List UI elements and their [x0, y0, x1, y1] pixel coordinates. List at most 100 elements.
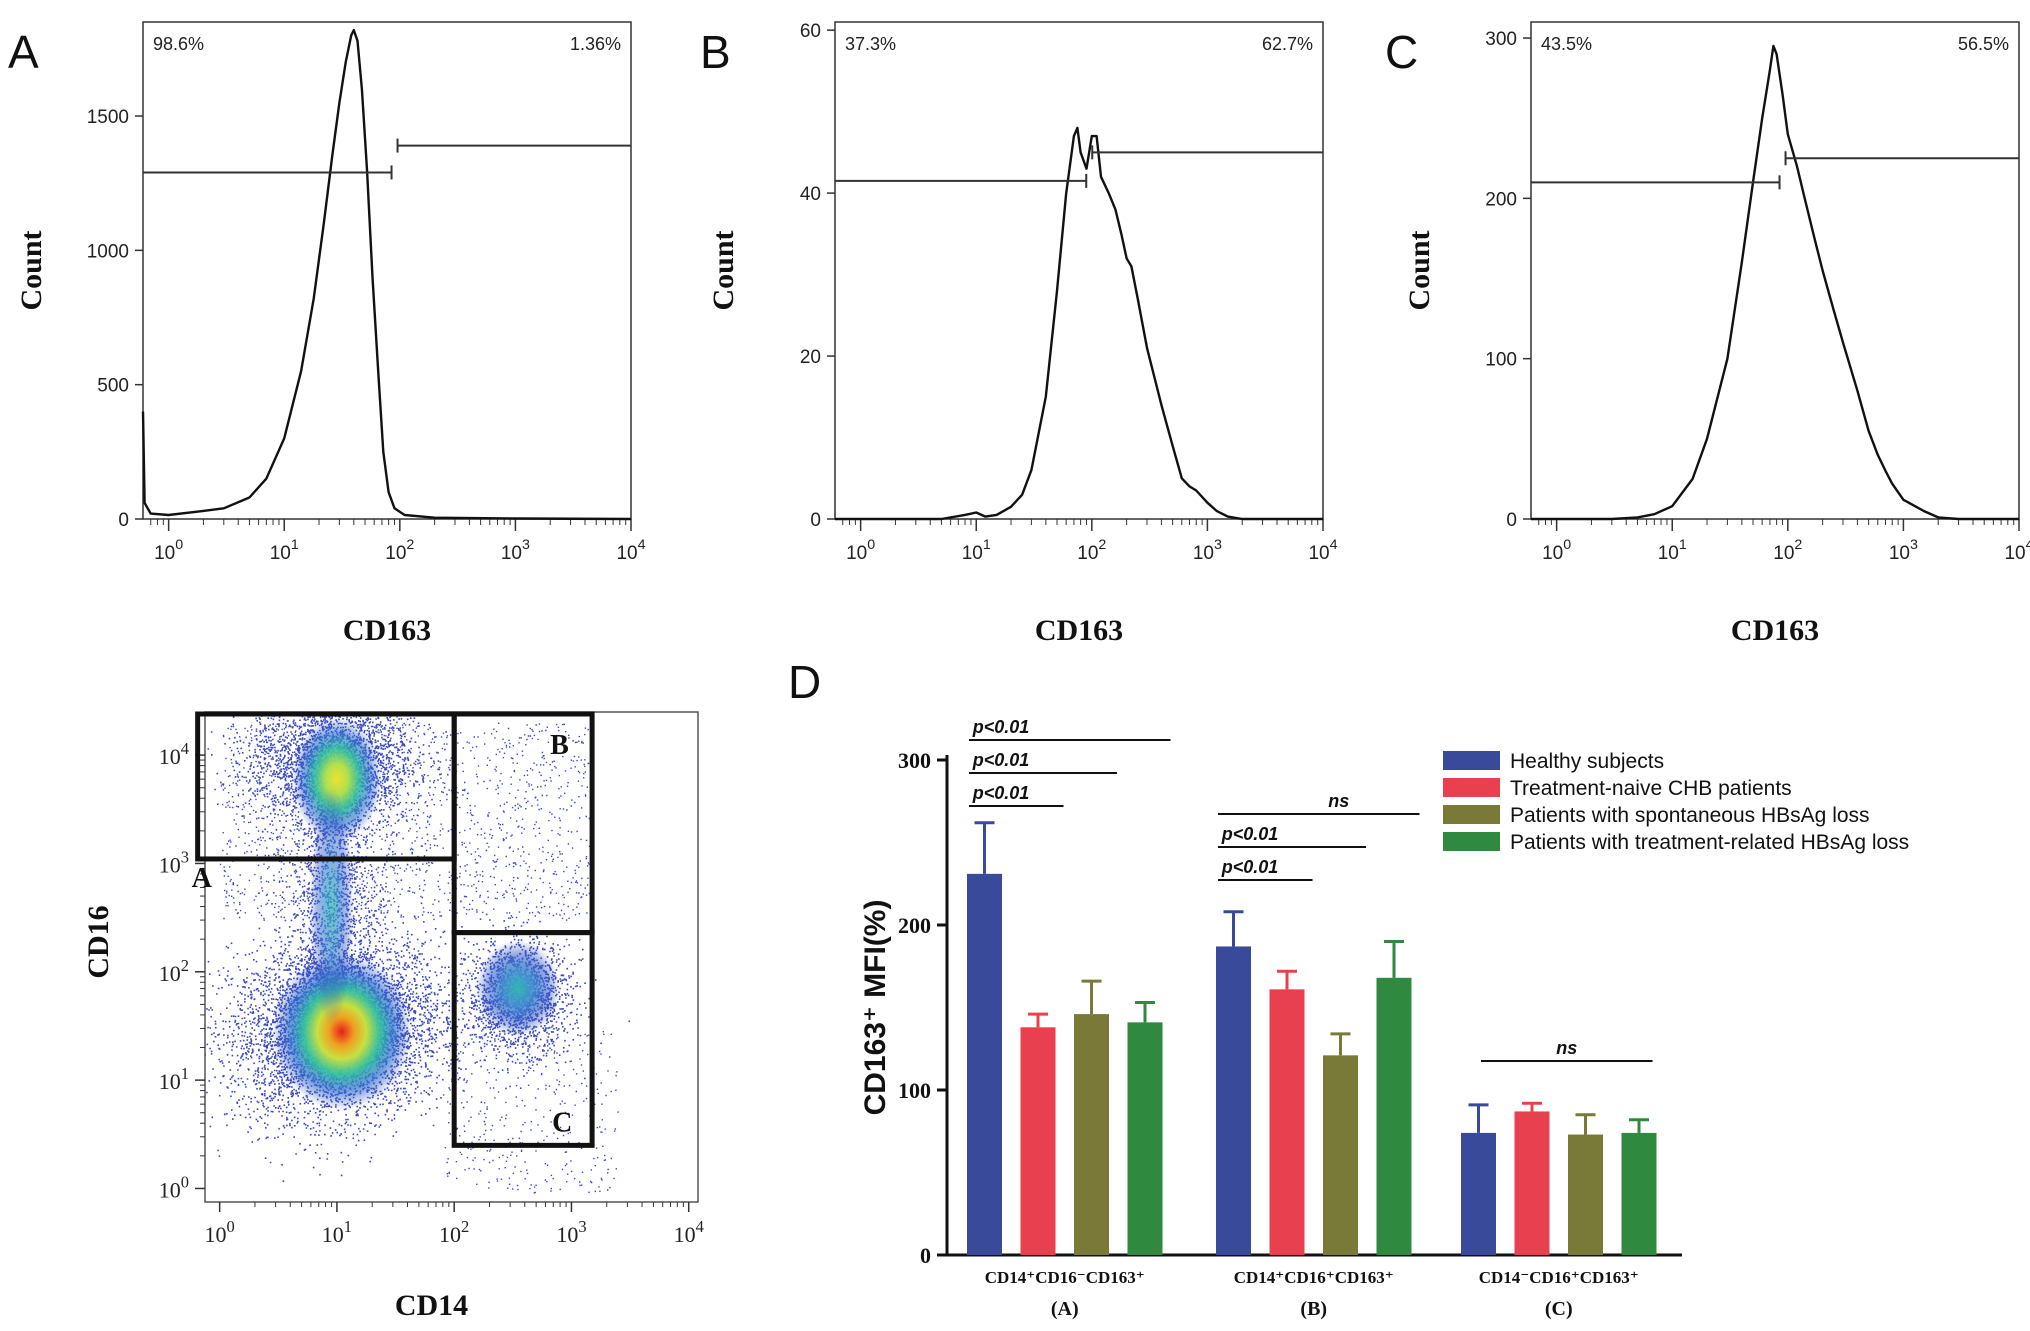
legend-label: Patients with treatment-related HBsAg lo… [1510, 831, 1909, 854]
bar-chart-panel-d: 0 100 200 300 CD163⁺ MFI(%) CD14⁺CD16⁻CD163⁺ (… [859, 717, 1909, 1320]
significance-label: p<0.01 [972, 750, 1030, 770]
legend-swatch [1443, 751, 1500, 770]
histogram-curve [141, 28, 632, 521]
x-tick-label: 100 [846, 537, 875, 564]
panel-letter-a: A [8, 26, 39, 78]
density-core-top [291, 717, 382, 842]
y-tick-label: 60 [800, 21, 821, 42]
y-tick-label: 500 [97, 376, 129, 397]
density-core-right [475, 940, 560, 1037]
x-tick-label: 104 [2004, 537, 2030, 564]
y-tick-label: 100 [1485, 350, 1517, 371]
bar [1020, 1027, 1056, 1255]
x-tick-label: 102 [385, 537, 414, 564]
category-label: CD14⁺CD16⁻CD163⁺ [985, 1268, 1145, 1287]
y-tick-label: 100 [898, 1078, 931, 1103]
x-tick-label: 101 [962, 537, 991, 564]
significance-label: p<0.01 [1221, 824, 1279, 844]
y-tick-label: 200 [898, 913, 931, 938]
histogram-panel-a: 100 101 102 103 104 0 500 1000 1500 98.6% 1.36% CD1… [15, 21, 646, 647]
x-tick-label: 102 [439, 1217, 469, 1247]
bar [967, 873, 1002, 1255]
legend-label: Healthy subjects [1510, 750, 1664, 773]
category-group-label: (B) [1300, 1298, 1327, 1320]
gate-label-a: A [192, 863, 213, 894]
histogram-curve [835, 126, 1323, 521]
histogram-panel-c: 100 101 102 103 104 0 100 200 300 43.5% 56.5% CD163… [1403, 21, 2030, 647]
x-tick-label: 104 [674, 1217, 704, 1247]
category-group-label: (A) [1051, 1298, 1079, 1320]
bar [1461, 1132, 1496, 1255]
gate-b [451, 711, 595, 936]
gate-right-percent: 1.36% [570, 34, 621, 54]
y-tick-label: 100 [159, 1172, 189, 1202]
x-tick-label: 100 [1542, 537, 1571, 564]
x-tick-label: 103 [1193, 537, 1222, 564]
x-tick-label: 104 [616, 537, 645, 564]
x-tick-label: 101 [270, 537, 299, 564]
bar [1269, 989, 1305, 1255]
gate-right-percent: 62.7% [1262, 34, 1313, 54]
gate-label-b: B [550, 730, 569, 761]
y-tick-label: 300 [1485, 29, 1517, 50]
gate-label-c: C [552, 1107, 572, 1138]
density-core-main [271, 953, 412, 1110]
legend-label: Patients with spontaneous HBsAg loss [1510, 804, 1870, 827]
x-tick-label: 103 [556, 1217, 586, 1247]
plot-frame [1530, 21, 2020, 520]
y-tick-label: 103 [159, 847, 189, 877]
x-tick-label: 101 [322, 1217, 352, 1247]
category-group-label: (C) [1545, 1298, 1573, 1320]
legend-swatch [1443, 778, 1500, 797]
y-tick-label: 20 [800, 347, 821, 368]
dotplot-panel: 100 101 102 103 104 100 101 102 103 104 A B C CD14 CD1… [82, 711, 704, 1322]
x-tick-label: 101 [1658, 537, 1687, 564]
y-axis-label: Count [1403, 230, 1436, 310]
bar [1568, 1134, 1603, 1255]
x-tick-label: 104 [1308, 537, 1337, 564]
y-tick-label: 300 [898, 748, 931, 773]
gate-c [451, 930, 595, 1148]
x-tick-label: 100 [205, 1217, 235, 1247]
bar [1514, 1111, 1550, 1255]
panel-letter-c: C [1385, 26, 1418, 78]
legend-swatch [1443, 805, 1500, 824]
y-tick-label: 0 [810, 510, 821, 531]
category-label: CD14⁺CD16⁺CD163⁺ [1234, 1268, 1394, 1287]
x-tick-label: 102 [1773, 537, 1802, 564]
x-axis-label: CD14 [395, 1289, 468, 1322]
bar [1074, 1014, 1109, 1255]
y-axis-label: CD163⁺ MFI(%) [859, 900, 892, 1116]
density-bridge [309, 786, 354, 1027]
y-tick-label: 40 [800, 184, 821, 205]
legend-label: Treatment-naive CHB patients [1510, 777, 1792, 800]
significance-label: ns [1328, 791, 1349, 811]
significance-label: ns [1556, 1038, 1577, 1058]
bar [1621, 1132, 1657, 1255]
y-tick-label: 0 [118, 510, 129, 531]
bar [1127, 1022, 1163, 1255]
gate-left-percent: 98.6% [153, 34, 204, 54]
x-tick-label: 103 [501, 537, 530, 564]
histogram-curve [1531, 44, 2019, 521]
gate-left-percent: 43.5% [1541, 34, 1592, 54]
y-tick-label: 102 [159, 956, 189, 986]
significance-label: p<0.01 [972, 717, 1030, 737]
x-tick-label: 100 [154, 537, 183, 564]
y-tick-label: 0 [1506, 510, 1517, 531]
x-axis-label: CD163 [1731, 614, 1819, 647]
y-tick-label: 200 [1485, 189, 1517, 210]
bar [1323, 1055, 1358, 1255]
y-axis-label: CD16 [82, 905, 115, 978]
y-tick-label: 1000 [87, 241, 129, 262]
y-axis-label: Count [15, 230, 48, 310]
plot-frame [142, 21, 632, 520]
significance-label: p<0.01 [972, 783, 1030, 803]
category-label: CD14⁻CD16⁺CD163⁺ [1479, 1268, 1639, 1287]
x-axis-label: CD163 [343, 614, 431, 647]
dot-cloud [205, 712, 631, 1194]
y-tick-label: 0 [920, 1243, 931, 1268]
histogram-panel-b: 100 101 102 103 104 0 20 40 60 37.3% 62.7% CD163 Cou… [707, 21, 1338, 647]
